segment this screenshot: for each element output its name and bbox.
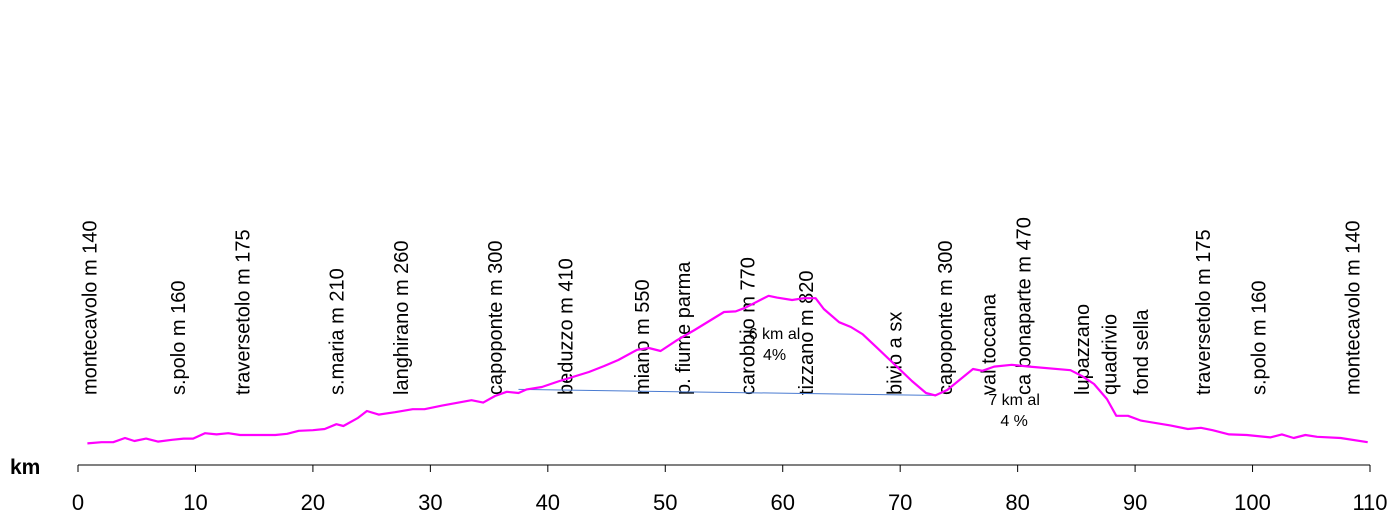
place-label: bivio a sx (884, 312, 906, 395)
place-labels: montecavolo m 140 s.polo m 160 traversetol… (80, 217, 1365, 395)
x-tick-label: 80 (1005, 490, 1029, 515)
place-label: montecavolo m 140 (80, 220, 102, 395)
place-label: capoponte m 300 (935, 240, 957, 395)
x-tick-label: 20 (301, 490, 325, 515)
gradient-note: 4 % (1000, 413, 1028, 430)
place-label: s.maria m 210 (326, 268, 348, 395)
x-tick-label: 110 (1352, 490, 1387, 515)
place-label: capoponte m 300 (485, 240, 507, 395)
x-tick-label: 100 (1234, 490, 1271, 515)
place-label: traversetolo m 175 (1193, 229, 1215, 395)
gradient-note: 7 km al (988, 392, 1040, 409)
place-label: langhirano m 260 (391, 240, 413, 395)
place-label: traversetolo m 175 (232, 229, 254, 395)
place-label: lupazzano (1072, 304, 1094, 395)
place-label: val toccana (978, 293, 1000, 395)
place-label: montecavolo m 140 (1342, 220, 1364, 395)
place-label: miano m 550 (632, 279, 654, 395)
x-axis-title: km (10, 456, 40, 479)
x-ticks: 0 10 20 30 40 50 60 70 80 90 100 110 (72, 465, 1388, 515)
x-axis: km 0 10 20 30 40 50 60 70 80 90 100 110 (10, 456, 1388, 515)
elevation-line (87, 294, 1368, 445)
x-tick-label: 50 (653, 490, 677, 515)
place-label: s.polo m 160 (168, 280, 190, 395)
place-label: s.polo m 160 (1248, 280, 1270, 395)
x-tick-label: 40 (536, 490, 560, 515)
gradient-note: 6 km al (749, 326, 801, 343)
annotations: 6 km al 4% 7 km al 4 % (749, 326, 1040, 430)
place-label: ca bonaparte m 470 (1014, 217, 1036, 395)
place-label: fond sella (1131, 309, 1153, 395)
place-label: beduzzo m 410 (555, 258, 577, 395)
place-label: quadrivio (1099, 314, 1121, 395)
reference-line (518, 388, 934, 396)
x-tick-label: 90 (1123, 490, 1147, 515)
x-tick-label: 70 (888, 490, 912, 515)
x-tick-label: 60 (770, 490, 794, 515)
x-tick-label: 0 (72, 490, 84, 515)
place-label: p. fiume parma (673, 261, 695, 395)
plot-area (87, 294, 1368, 445)
place-label: tizzano m 820 (796, 270, 818, 395)
x-tick-label: 10 (183, 490, 207, 515)
gradient-note: 4% (763, 347, 786, 364)
place-label: carobbio m 770 (737, 257, 759, 395)
x-tick-label: 30 (418, 490, 442, 515)
